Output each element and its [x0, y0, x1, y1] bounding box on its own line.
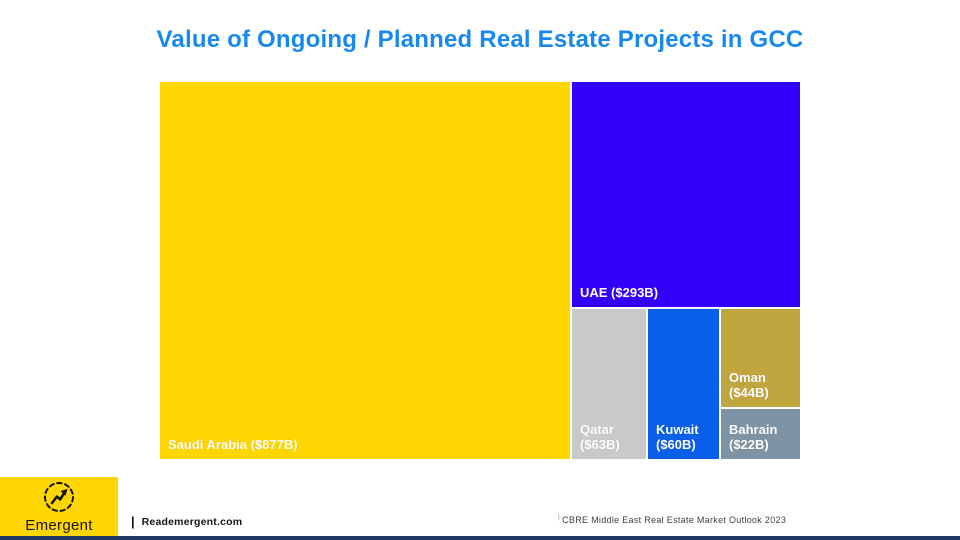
website-separator: |	[131, 514, 135, 529]
tile-label: UAE ($293B)	[580, 285, 659, 301]
tile-label: Qatar ($63B)	[580, 421, 620, 453]
source-separator: |	[558, 514, 561, 521]
website-text: Reademergent.com	[141, 515, 243, 528]
source-text: CBRE Middle East Real Estate Market Outl…	[562, 515, 787, 525]
treemap-tile-uae: UAE ($293B)	[572, 82, 800, 307]
tile-label: Saudi Arabia ($877B)	[168, 437, 298, 453]
trend-arrow-icon	[44, 482, 74, 512]
treemap-chart: Saudi Arabia ($877B) UAE ($293B) Qatar (…	[160, 82, 800, 459]
tile-label: Kuwait ($60B)	[656, 421, 699, 453]
emergent-logo: Emergent	[0, 477, 118, 536]
treemap-tile-qatar: Qatar ($63B)	[572, 309, 646, 459]
bottom-accent-bar	[0, 536, 960, 540]
chart-title: Value of Ongoing / Planned Real Estate P…	[156, 26, 804, 53]
tile-label: Oman ($44B)	[729, 369, 769, 401]
treemap-tile-bahrain: Bahrain ($22B)	[721, 409, 800, 459]
treemap-tile-oman: Oman ($44B)	[721, 309, 800, 407]
source-citation: | CBRE Middle East Real Estate Market Out…	[558, 514, 786, 525]
treemap-tile-saudi-arabia: Saudi Arabia ($877B)	[160, 82, 570, 459]
logo-brand-text: Emergent	[25, 517, 93, 534]
website-link: | Reademergent.com	[131, 514, 242, 529]
treemap-tile-kuwait: Kuwait ($60B)	[648, 309, 719, 459]
tile-label: Bahrain ($22B)	[729, 421, 778, 453]
